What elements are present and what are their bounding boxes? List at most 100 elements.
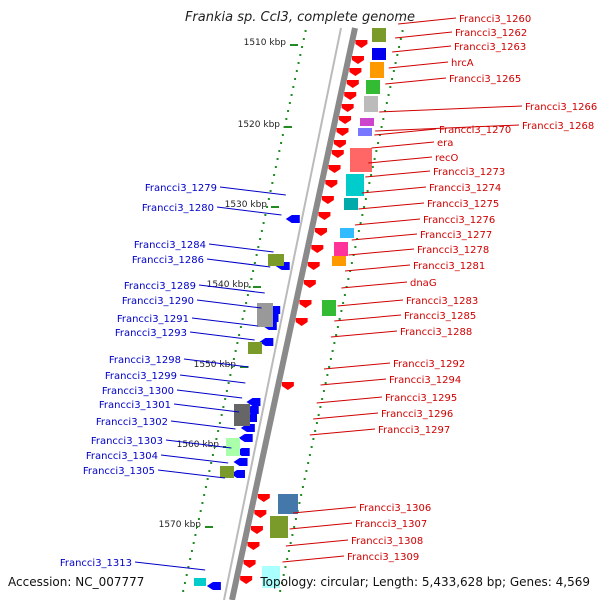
scale-dot <box>267 198 270 200</box>
gene-label-reverse: Francci3_1279 <box>145 183 217 194</box>
scale-dot <box>231 366 234 368</box>
forward-gene-arrow <box>314 228 327 236</box>
gene-label-forward: Francci3_1260 <box>459 14 531 25</box>
label-leader-line <box>398 17 457 25</box>
reverse-gene-box <box>234 404 250 426</box>
gene-label-reverse: Francci3_1298 <box>109 355 181 366</box>
forward-gene-box <box>366 80 380 94</box>
scale-dot <box>213 446 216 448</box>
gene-label-forward: Francci3_1278 <box>417 245 489 256</box>
track-dot <box>345 286 348 288</box>
scale-dot <box>182 590 185 592</box>
dna-backbone <box>229 27 358 600</box>
forward-gene-arrow <box>336 128 349 136</box>
gene-label-forward: Francci3_1281 <box>413 261 485 272</box>
gene-label-forward: Francci3_1262 <box>455 28 527 39</box>
scale-dot <box>273 174 276 176</box>
gene-label-forward: Francci3_1288 <box>400 327 472 338</box>
gene-label-forward: era <box>437 138 453 149</box>
track-dot <box>370 174 373 176</box>
label-leader-line <box>385 77 447 85</box>
track-dot <box>328 366 331 368</box>
track-dot <box>401 30 404 32</box>
track-dot <box>391 78 394 80</box>
scale-dot <box>285 118 288 120</box>
track-dot <box>315 422 318 424</box>
forward-gene-arrow <box>295 318 308 326</box>
reverse-gene-arrow <box>230 470 245 478</box>
label-leader-line <box>341 281 408 289</box>
label-leader-line <box>170 420 236 430</box>
track-dot <box>305 470 308 472</box>
forward-gene-box <box>340 228 354 238</box>
track-dot <box>324 382 327 384</box>
scale-dot <box>255 254 258 256</box>
label-leader-line <box>330 330 398 338</box>
track-dot <box>357 230 360 232</box>
forward-gene-arrow <box>333 140 346 148</box>
track-dot <box>368 182 371 184</box>
gene-label-forward: Francci3_1283 <box>406 296 478 307</box>
scale-dot <box>304 30 307 32</box>
forward-gene-arrow <box>240 576 253 584</box>
forward-gene-arrow <box>339 116 352 124</box>
label-leader-line <box>198 284 265 294</box>
gene-label-forward: Francci3_1296 <box>381 409 453 420</box>
label-leader-line <box>176 389 243 399</box>
scale-dot <box>183 582 186 584</box>
forward-gene-arrow <box>247 542 260 550</box>
label-leader-line <box>379 105 523 113</box>
track-dot <box>347 278 350 280</box>
scale-dot <box>238 334 241 336</box>
gene-label-reverse: Francci3_1280 <box>142 203 214 214</box>
gene-label-forward: dnaG <box>410 278 437 289</box>
gene-label-reverse: Francci3_1284 <box>134 240 206 251</box>
track-dot <box>326 374 329 376</box>
scale-dot <box>239 326 242 328</box>
label-leader-line <box>219 186 286 196</box>
gene-label-reverse: Francci3_1305 <box>83 466 155 477</box>
label-leader-line <box>354 218 421 226</box>
reverse-gene-arrow <box>259 338 274 346</box>
gene-label-reverse: Francci3_1313 <box>60 558 132 569</box>
dna-backbone-inner <box>223 27 342 600</box>
scale-dot <box>197 518 200 520</box>
scale-dot <box>278 150 281 152</box>
scale-dot <box>243 310 246 312</box>
scale-dot <box>211 454 214 456</box>
forward-gene-box <box>262 566 280 588</box>
scale-dot <box>292 86 295 88</box>
scale-dot <box>264 214 267 216</box>
scale-dot <box>252 270 255 272</box>
gene-label-forward: Francci3_1275 <box>427 199 499 210</box>
scale-dot <box>259 238 262 240</box>
track-dot <box>279 590 282 592</box>
label-leader-line <box>183 358 249 368</box>
reverse-gene-arrow <box>238 434 253 442</box>
gene-label-reverse: Francci3_1301 <box>99 400 171 411</box>
scale-dot <box>234 350 237 352</box>
gene-label-forward: Francci3_1294 <box>389 375 461 386</box>
scale-dot <box>220 414 223 416</box>
label-leader-line <box>134 561 206 571</box>
label-leader-line <box>191 317 258 327</box>
scale-tick-label: 1570 kbp <box>159 520 202 530</box>
track-dot <box>280 582 283 584</box>
scale-dot <box>253 262 256 264</box>
label-leader-line <box>173 403 240 413</box>
scale-dot <box>196 526 199 528</box>
scale-dot <box>203 494 206 496</box>
scale-tick-label: 1520 kbp <box>238 120 281 130</box>
gene-label-forward: Francci3_1306 <box>359 503 431 514</box>
label-leader-line <box>196 299 262 309</box>
reverse-gene-arrow <box>206 582 221 590</box>
forward-gene-arrow <box>344 92 357 100</box>
forward-gene-arrow <box>341 104 354 112</box>
scale-dot <box>246 294 249 296</box>
scale-dot <box>218 422 221 424</box>
track-dot <box>317 414 320 416</box>
track-dot <box>350 262 353 264</box>
label-leader-line <box>395 31 453 39</box>
